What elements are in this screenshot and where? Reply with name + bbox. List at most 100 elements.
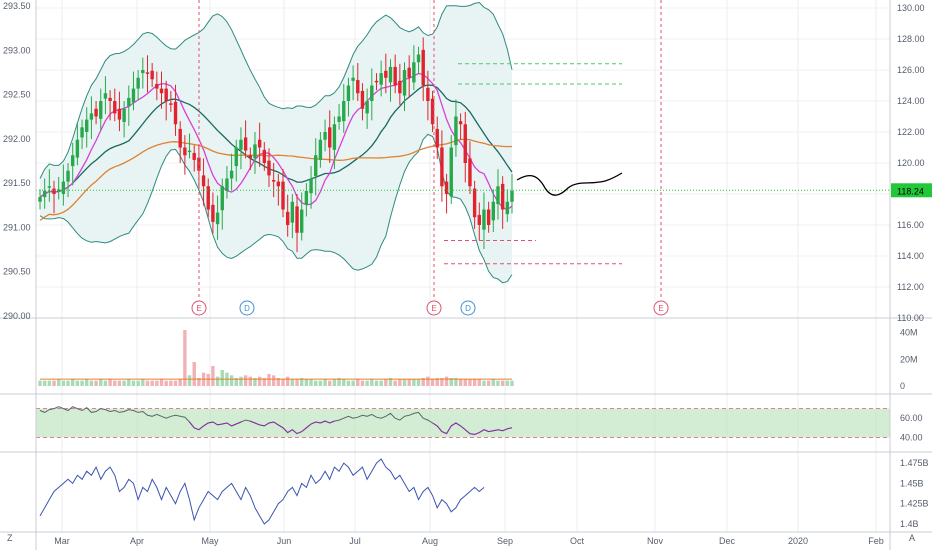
- candle[interactable]: [122, 101, 126, 138]
- candle[interactable]: [360, 83, 365, 121]
- volume-bar[interactable]: [220, 370, 224, 386]
- volume-bar[interactable]: [472, 379, 477, 386]
- candle[interactable]: [71, 142, 75, 186]
- candle[interactable]: [435, 116, 439, 160]
- candle[interactable]: [215, 195, 220, 240]
- candle[interactable]: [430, 90, 435, 132]
- candle[interactable]: [491, 189, 496, 232]
- volume-bar[interactable]: [271, 375, 276, 386]
- volume-bar[interactable]: [164, 380, 168, 386]
- candle[interactable]: [178, 121, 182, 163]
- volume-bar[interactable]: [113, 380, 117, 386]
- volume-bar[interactable]: [458, 379, 463, 386]
- candle[interactable]: [500, 176, 505, 229]
- volume-bar[interactable]: [80, 380, 84, 386]
- volume-bar[interactable]: [267, 374, 271, 386]
- volume-bar[interactable]: [477, 379, 481, 386]
- volume-bar[interactable]: [141, 379, 145, 386]
- volume-bar[interactable]: [239, 376, 243, 386]
- volume-bar[interactable]: [229, 375, 234, 386]
- candle[interactable]: [342, 83, 346, 133]
- candle[interactable]: [56, 176, 61, 200]
- volume-bar[interactable]: [122, 380, 126, 386]
- volume-bar[interactable]: [38, 380, 42, 386]
- volume-bar[interactable]: [314, 380, 318, 386]
- volume-bar[interactable]: [486, 380, 491, 386]
- dividend-marker[interactable]: D: [460, 300, 476, 316]
- volume-bar[interactable]: [393, 380, 397, 386]
- candle[interactable]: [398, 63, 402, 105]
- bollinger-lower-band[interactable]: [39, 133, 513, 284]
- candle[interactable]: [314, 138, 318, 196]
- volume-bar[interactable]: [281, 379, 285, 386]
- candle[interactable]: [304, 183, 309, 217]
- volume-bar[interactable]: [131, 380, 136, 386]
- volume-bar[interactable]: [449, 378, 453, 386]
- volume-bar[interactable]: [183, 330, 187, 386]
- volume-bar[interactable]: [178, 379, 182, 386]
- candle[interactable]: [61, 164, 66, 206]
- candle[interactable]: [290, 194, 295, 239]
- candle[interactable]: [332, 116, 337, 170]
- volume-bar[interactable]: [491, 379, 496, 386]
- obv-line[interactable]: [39, 458, 485, 525]
- candle[interactable]: [374, 73, 379, 91]
- candle[interactable]: [356, 63, 360, 101]
- volume-bar[interactable]: [402, 379, 407, 386]
- candle[interactable]: [271, 163, 276, 198]
- price-projection-drawing[interactable]: [516, 172, 623, 196]
- volume-bar[interactable]: [412, 379, 416, 386]
- candle[interactable]: [323, 119, 327, 152]
- volume-bar[interactable]: [482, 380, 486, 386]
- auto-scale-button[interactable]: A: [909, 533, 916, 543]
- volume-bar[interactable]: [248, 376, 252, 386]
- volume-bar[interactable]: [206, 374, 210, 386]
- volume-bar[interactable]: [75, 380, 80, 386]
- volume-bar[interactable]: [215, 376, 220, 386]
- volume-bar[interactable]: [276, 378, 281, 386]
- candle[interactable]: [281, 169, 285, 218]
- candle[interactable]: [402, 62, 407, 112]
- candle[interactable]: [505, 189, 510, 222]
- volume-pane[interactable]: [38, 330, 514, 386]
- volume-bar[interactable]: [318, 380, 323, 386]
- volume-bar[interactable]: [379, 380, 383, 386]
- candle[interactable]: [225, 166, 229, 199]
- volume-bar[interactable]: [52, 380, 56, 386]
- candle[interactable]: [416, 46, 421, 74]
- candle[interactable]: [454, 99, 458, 157]
- candle[interactable]: [421, 37, 425, 101]
- volume-bar[interactable]: [430, 379, 435, 386]
- volume-bar[interactable]: [234, 378, 238, 386]
- candle[interactable]: [89, 96, 94, 139]
- volume-bar[interactable]: [173, 380, 178, 386]
- candle[interactable]: [248, 147, 252, 170]
- volume-bar[interactable]: [108, 379, 112, 386]
- candle[interactable]: [295, 194, 299, 253]
- candle[interactable]: [393, 54, 397, 94]
- volume-bar[interactable]: [197, 378, 201, 386]
- volume-bar[interactable]: [187, 375, 192, 386]
- volume-bar[interactable]: [454, 378, 458, 386]
- candle[interactable]: [211, 192, 215, 234]
- candle[interactable]: [328, 110, 332, 163]
- candle[interactable]: [47, 169, 52, 202]
- candle[interactable]: [407, 55, 411, 98]
- volume-bar[interactable]: [211, 366, 215, 386]
- candle[interactable]: [444, 173, 449, 214]
- candle[interactable]: [136, 70, 140, 101]
- volume-bar[interactable]: [323, 379, 327, 386]
- volume-bar[interactable]: [384, 379, 388, 386]
- volume-bar[interactable]: [145, 380, 150, 386]
- bollinger-upper-band[interactable]: [39, 1, 513, 179]
- volume-bar[interactable]: [155, 380, 159, 386]
- price-pane[interactable]: E E ED D: [36, 0, 890, 316]
- candle[interactable]: [300, 192, 304, 241]
- volume-bar[interactable]: [262, 378, 267, 386]
- earnings-marker[interactable]: E: [426, 300, 442, 316]
- candle[interactable]: [173, 84, 178, 136]
- volume-bar[interactable]: [243, 375, 248, 386]
- candle[interactable]: [201, 158, 206, 206]
- candle[interactable]: [365, 88, 369, 129]
- volume-bar[interactable]: [85, 379, 89, 386]
